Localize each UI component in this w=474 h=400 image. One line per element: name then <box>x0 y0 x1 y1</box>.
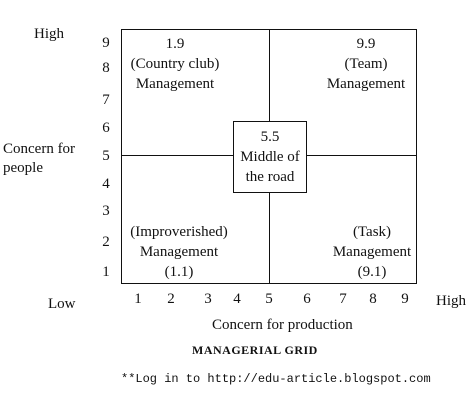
x-tick-4: 4 <box>233 291 241 307</box>
quadrant-team-type: Management <box>326 76 406 92</box>
y-tick-9: 9 <box>102 35 110 51</box>
x-axis-title: Concern for production <box>212 317 353 333</box>
quadrant-impoverished-type: Management <box>139 244 219 260</box>
footer-source-link[interactable]: **Log in to http://edu-article.blogspot.… <box>121 372 431 386</box>
x-tick-3: 3 <box>204 291 212 307</box>
quadrant-task-type: Management <box>332 244 412 260</box>
x-tick-6: 6 <box>303 291 311 307</box>
quadrant-task-name: (Task) <box>352 224 392 240</box>
y-axis-high-label: High <box>34 26 64 42</box>
y-tick-3: 3 <box>102 203 110 219</box>
diagram-caption: MANAGERIAL GRID <box>192 343 318 357</box>
center-middle-of-the-road: 5.5 Middle of the road <box>233 121 307 193</box>
quadrant-impoverished: (Improverished) Management (1.1) <box>124 222 234 282</box>
quadrant-country-club-name: (Country club) <box>130 56 220 72</box>
quadrant-country-club-type: Management <box>135 76 215 92</box>
x-tick-1: 1 <box>134 291 142 307</box>
center-label-line1: Middle of <box>240 149 300 165</box>
y-axis-title-line1: Concern for <box>3 141 76 157</box>
quadrant-impoverished-score: (1.1) <box>164 264 194 280</box>
x-axis-high-label: High <box>436 293 466 309</box>
y-tick-8: 8 <box>102 60 110 76</box>
x-axis-low-label: Low <box>48 296 76 312</box>
y-tick-4: 4 <box>102 176 110 192</box>
quadrant-impoverished-name: (Improverished) <box>130 224 228 240</box>
x-tick-9: 9 <box>401 291 409 307</box>
y-tick-5: 5 <box>102 148 110 164</box>
quadrant-team: 9.9 (Team) Management <box>326 34 406 94</box>
y-axis-title-line2: people <box>3 160 43 176</box>
quadrant-country-club: 1.9 (Country club) Management <box>125 34 225 94</box>
quadrant-team-name: (Team) <box>344 56 388 72</box>
center-label-line2: the road <box>245 169 295 185</box>
y-tick-7: 7 <box>102 92 110 108</box>
y-tick-1: 1 <box>102 264 110 280</box>
x-tick-8: 8 <box>369 291 377 307</box>
y-tick-6: 6 <box>102 120 110 136</box>
x-tick-7: 7 <box>339 291 347 307</box>
center-score: 5.5 <box>260 129 280 145</box>
quadrant-task-score: (9.1) <box>357 264 387 280</box>
x-tick-2: 2 <box>167 291 175 307</box>
quadrant-team-score: 9.9 <box>356 36 376 52</box>
quadrant-task: (Task) Management (9.1) <box>327 222 417 282</box>
y-tick-2: 2 <box>102 234 110 250</box>
quadrant-country-club-score: 1.9 <box>165 36 185 52</box>
x-tick-5: 5 <box>265 291 273 307</box>
